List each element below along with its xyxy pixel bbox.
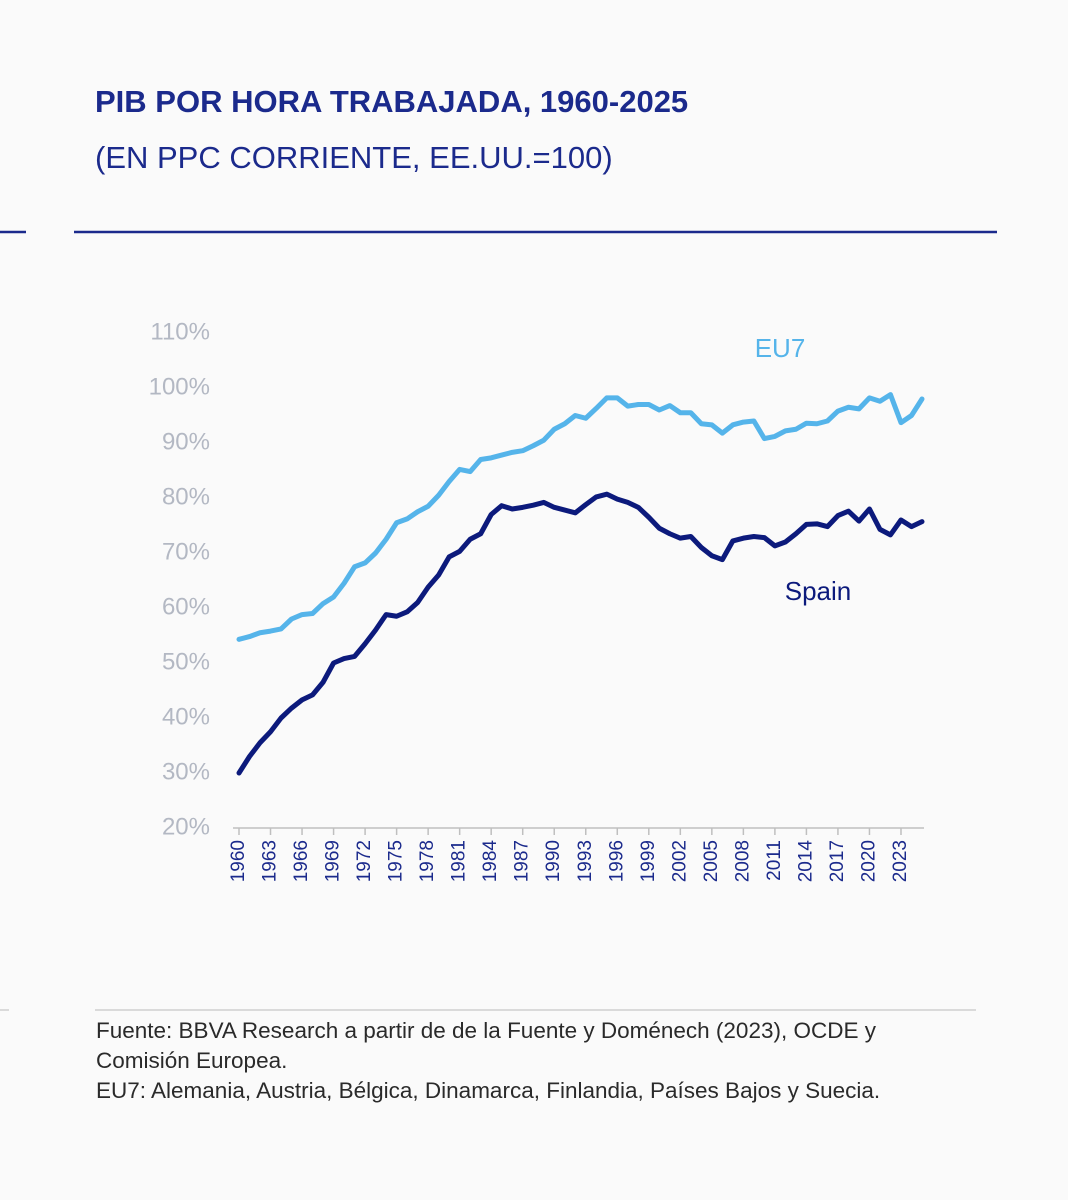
y-tick-label: 90% — [162, 428, 210, 455]
x-tick-label: 1999 — [638, 840, 659, 882]
series-line — [236, 392, 925, 642]
x-tick-label: 2023 — [890, 840, 911, 882]
y-tick-label: 70% — [162, 538, 210, 565]
x-tick-label: 1966 — [291, 840, 312, 882]
y-tick-label: 20% — [162, 813, 210, 840]
series-label: EU7 — [755, 333, 806, 363]
x-tick-label: 2020 — [858, 840, 879, 882]
y-tick-label: 110% — [150, 318, 210, 345]
x-tick-label: 1960 — [228, 840, 249, 882]
chart-subtitle: (EN PPC CORRIENTE, EE.UU.=100) — [95, 140, 613, 175]
x-tick-label: 2002 — [669, 840, 690, 882]
x-tick-label: 1978 — [417, 840, 438, 882]
x-tick-label: 2017 — [827, 840, 848, 882]
y-tick-label: 30% — [162, 758, 210, 785]
x-tick-label: 2008 — [732, 840, 753, 882]
y-tick-label: 50% — [162, 648, 210, 675]
x-tick-label: 1972 — [354, 840, 375, 882]
x-tick-label: 1963 — [260, 840, 281, 882]
y-tick-label: 60% — [162, 593, 210, 620]
series-line — [236, 491, 925, 776]
x-tick-label: 1984 — [480, 840, 501, 883]
x-tick-label: 1969 — [323, 840, 344, 882]
x-tick-label: 1993 — [575, 840, 596, 882]
x-tick-label: 2011 — [764, 840, 785, 881]
notes: Fuente: BBVA Research a partir de de la … — [96, 1016, 966, 1106]
note: EU7: Alemania, Austria, Bélgica, Dinamar… — [96, 1078, 881, 1103]
note: Fuente: BBVA Research a partir de de la … — [96, 1018, 876, 1073]
y-tick-label: 100% — [149, 373, 210, 400]
x-tick-label: 1975 — [386, 840, 407, 882]
x-tick-label: 2005 — [701, 840, 722, 882]
y-tick-label: 40% — [162, 703, 210, 730]
x-tick-label: 1981 — [449, 840, 470, 882]
chart-title: PIB POR HORA TRABAJADA, 1960-2025 — [95, 84, 688, 119]
x-tick-label: 2014 — [795, 840, 816, 883]
x-tick-label: 1987 — [512, 840, 533, 882]
x-tick-label: 1990 — [543, 840, 564, 882]
y-tick-label: 80% — [162, 483, 210, 510]
x-tick-label: 1996 — [606, 840, 627, 882]
series-label: Spain — [785, 576, 852, 606]
